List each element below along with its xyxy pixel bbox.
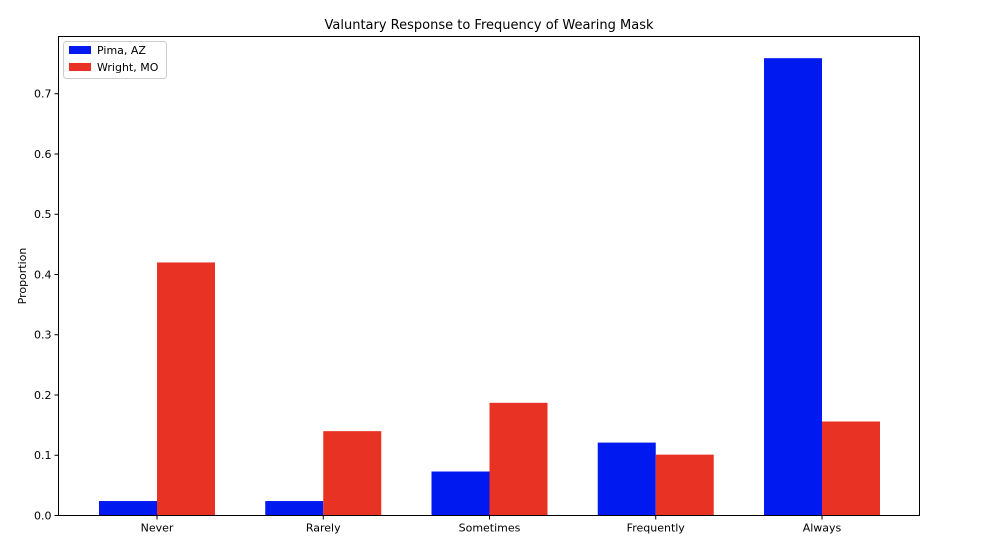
y-tick-label: 0.5 [34, 208, 52, 221]
bar-pima-az-sometimes [431, 471, 490, 516]
bar-pima-az-never [99, 501, 157, 516]
bar-pima-az-always [764, 58, 822, 516]
x-tick-label-frequently: Frequently [627, 522, 686, 535]
legend-label: Pima, AZ [97, 44, 146, 57]
x-tick-label-never: Never [141, 522, 174, 535]
y-tick-label: 0.2 [34, 389, 52, 402]
legend: Pima, AZ Wright, MO [63, 41, 167, 79]
bar-pima-az-rarely [265, 501, 324, 516]
y-axis-label: Proportion [16, 248, 29, 305]
bar-wright-mo-frequently [655, 454, 714, 516]
x-tick-label-sometimes: Sometimes [459, 522, 521, 535]
legend-label: Wright, MO [97, 61, 159, 74]
bar-wright-mo-always [822, 421, 880, 516]
bar-wright-mo-never [157, 262, 215, 516]
legend-swatch [69, 46, 91, 54]
y-tick-label: 0.1 [34, 449, 52, 462]
x-axis: Never Rarely Sometimes Frequently Always [141, 515, 842, 535]
y-tick-label: 0.7 [34, 88, 52, 101]
bar-wright-mo-sometimes [489, 402, 548, 516]
legend-swatch [69, 63, 91, 71]
plot-frame [58, 36, 920, 516]
bar-pima-az-frequently [597, 442, 656, 516]
x-tick-label-always: Always [803, 522, 842, 535]
x-tick-label-rarely: Rarely [306, 522, 341, 535]
y-tick-label: 0.6 [34, 148, 52, 161]
bar-wright-mo-rarely [323, 431, 382, 516]
y-axis: 0.0 0.1 0.2 0.3 0.4 0.5 0.6 0.7 [34, 88, 59, 523]
bars-layer [99, 58, 880, 516]
y-tick-label: 0.3 [34, 329, 52, 342]
y-tick-label: 0.4 [34, 268, 52, 281]
chart-title: Valuntary Response to Frequency of Weari… [325, 18, 654, 33]
y-tick-label: 0.0 [34, 510, 52, 523]
